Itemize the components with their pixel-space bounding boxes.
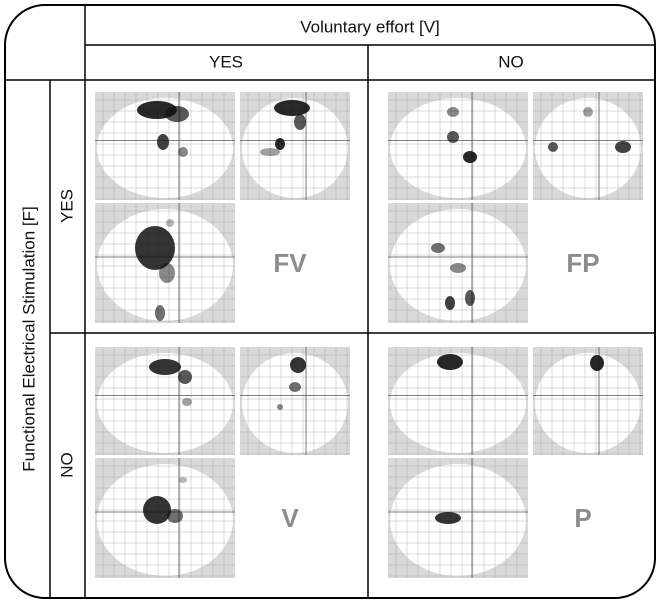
- activation: [435, 512, 461, 524]
- cells: FV FP V P: [95, 92, 643, 578]
- brain-panel: [533, 347, 643, 455]
- brain-panel: [95, 458, 235, 578]
- brain-panel: [388, 347, 528, 455]
- brain-panel: [240, 347, 350, 455]
- brain-outline: [535, 353, 641, 453]
- brain-panel: [388, 458, 528, 578]
- activation: [274, 100, 310, 116]
- activation: [583, 107, 593, 117]
- activation: [149, 359, 181, 375]
- column-header: YES: [209, 52, 243, 71]
- row-group-title: Functional Electrical Stimulation [F]: [19, 206, 38, 472]
- activation: [166, 219, 174, 227]
- activation: [289, 382, 301, 392]
- row-header: NO: [57, 452, 76, 478]
- column-group-title: Voluntary effort [V]: [300, 17, 440, 36]
- activation: [548, 142, 558, 152]
- brain-panel: [95, 347, 235, 455]
- activation: [275, 138, 285, 150]
- activation: [450, 263, 466, 273]
- brain-panel: [388, 92, 528, 200]
- brain-panel: [533, 92, 643, 200]
- activation: [159, 263, 175, 283]
- activation: [167, 509, 183, 523]
- cell: FV: [95, 92, 350, 323]
- brain-outline: [97, 353, 233, 453]
- activation: [615, 141, 631, 153]
- activation: [260, 148, 280, 156]
- brain-panel: [240, 92, 350, 200]
- column-header: NO: [498, 52, 524, 71]
- activation: [463, 151, 477, 163]
- activation: [155, 305, 165, 321]
- brain-outline: [535, 98, 641, 198]
- activation: [465, 290, 475, 306]
- activation: [179, 477, 187, 483]
- brain-outline: [390, 98, 526, 198]
- brain-panel: [95, 203, 235, 323]
- row-header: YES: [57, 189, 76, 223]
- activation: [290, 357, 306, 373]
- activation: [135, 226, 175, 270]
- activation: [437, 354, 463, 370]
- activation: [590, 355, 604, 371]
- activation: [178, 147, 188, 157]
- brain-outline: [242, 353, 348, 453]
- brain-outline: [390, 353, 526, 453]
- cell: P: [388, 347, 643, 578]
- activation: [447, 131, 459, 143]
- activation: [178, 370, 192, 384]
- activation: [431, 243, 445, 253]
- activation: [157, 134, 169, 150]
- condition-label: P: [574, 503, 591, 533]
- activation: [165, 106, 189, 122]
- activation: [294, 114, 306, 130]
- brain-panel: [95, 92, 235, 200]
- activation: [182, 398, 192, 406]
- activation: [445, 296, 455, 310]
- brain-outline: [242, 98, 348, 198]
- condition-label: FV: [273, 248, 307, 278]
- activation: [277, 404, 283, 410]
- condition-label: FP: [566, 248, 599, 278]
- brain-panel: [388, 203, 528, 323]
- activation: [143, 496, 171, 524]
- cell: V: [95, 347, 350, 578]
- condition-label: V: [281, 503, 299, 533]
- cell: FP: [388, 92, 643, 323]
- activation: [447, 107, 459, 117]
